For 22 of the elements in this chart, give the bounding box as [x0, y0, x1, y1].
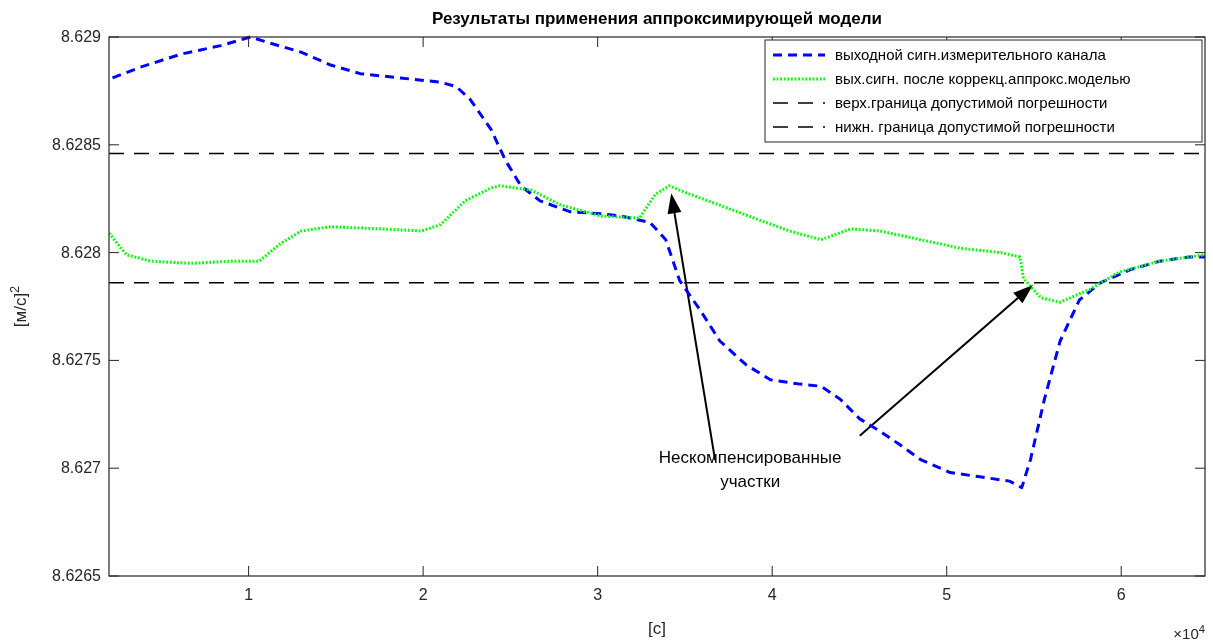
x-tick-label: 2	[418, 586, 428, 603]
x-tick-label: 5	[942, 586, 952, 603]
y-tick-label: 8.627	[60, 459, 102, 477]
x-tick-label: 6	[1116, 586, 1126, 603]
x-tick-label: 4	[767, 586, 777, 603]
y-tick-label: 8.629	[60, 28, 102, 45]
legend-label: вых.сигн. после коррекц.аппрокс.моделью	[835, 70, 1131, 87]
legend-label: верх.граница допустимой погрешности	[835, 94, 1108, 111]
line-series	[109, 184, 1205, 304]
x-axis-title: [с]	[648, 619, 666, 638]
legend-label: выходной сигн.измерительного канала	[835, 46, 1107, 63]
y-tick-label: 8.6265	[52, 567, 102, 584]
annotation: Нескомпенсированные участки	[658, 447, 842, 491]
y-tick-label: 8.6285	[52, 135, 102, 153]
y-tick-label: 8.6275	[52, 351, 102, 369]
x-tick-label: 3	[593, 586, 603, 603]
chart-title: Результаты применения аппроксимирующей модели	[431, 9, 883, 28]
line-series	[110, 35, 1205, 490]
x-tick-label: 1	[244, 586, 254, 603]
y-tick-label: 8.628	[60, 243, 102, 261]
text: ×10$^{4}$	[1173, 623, 1205, 642]
legend-label: нижн. граница допустимой погрешности	[835, 118, 1115, 135]
